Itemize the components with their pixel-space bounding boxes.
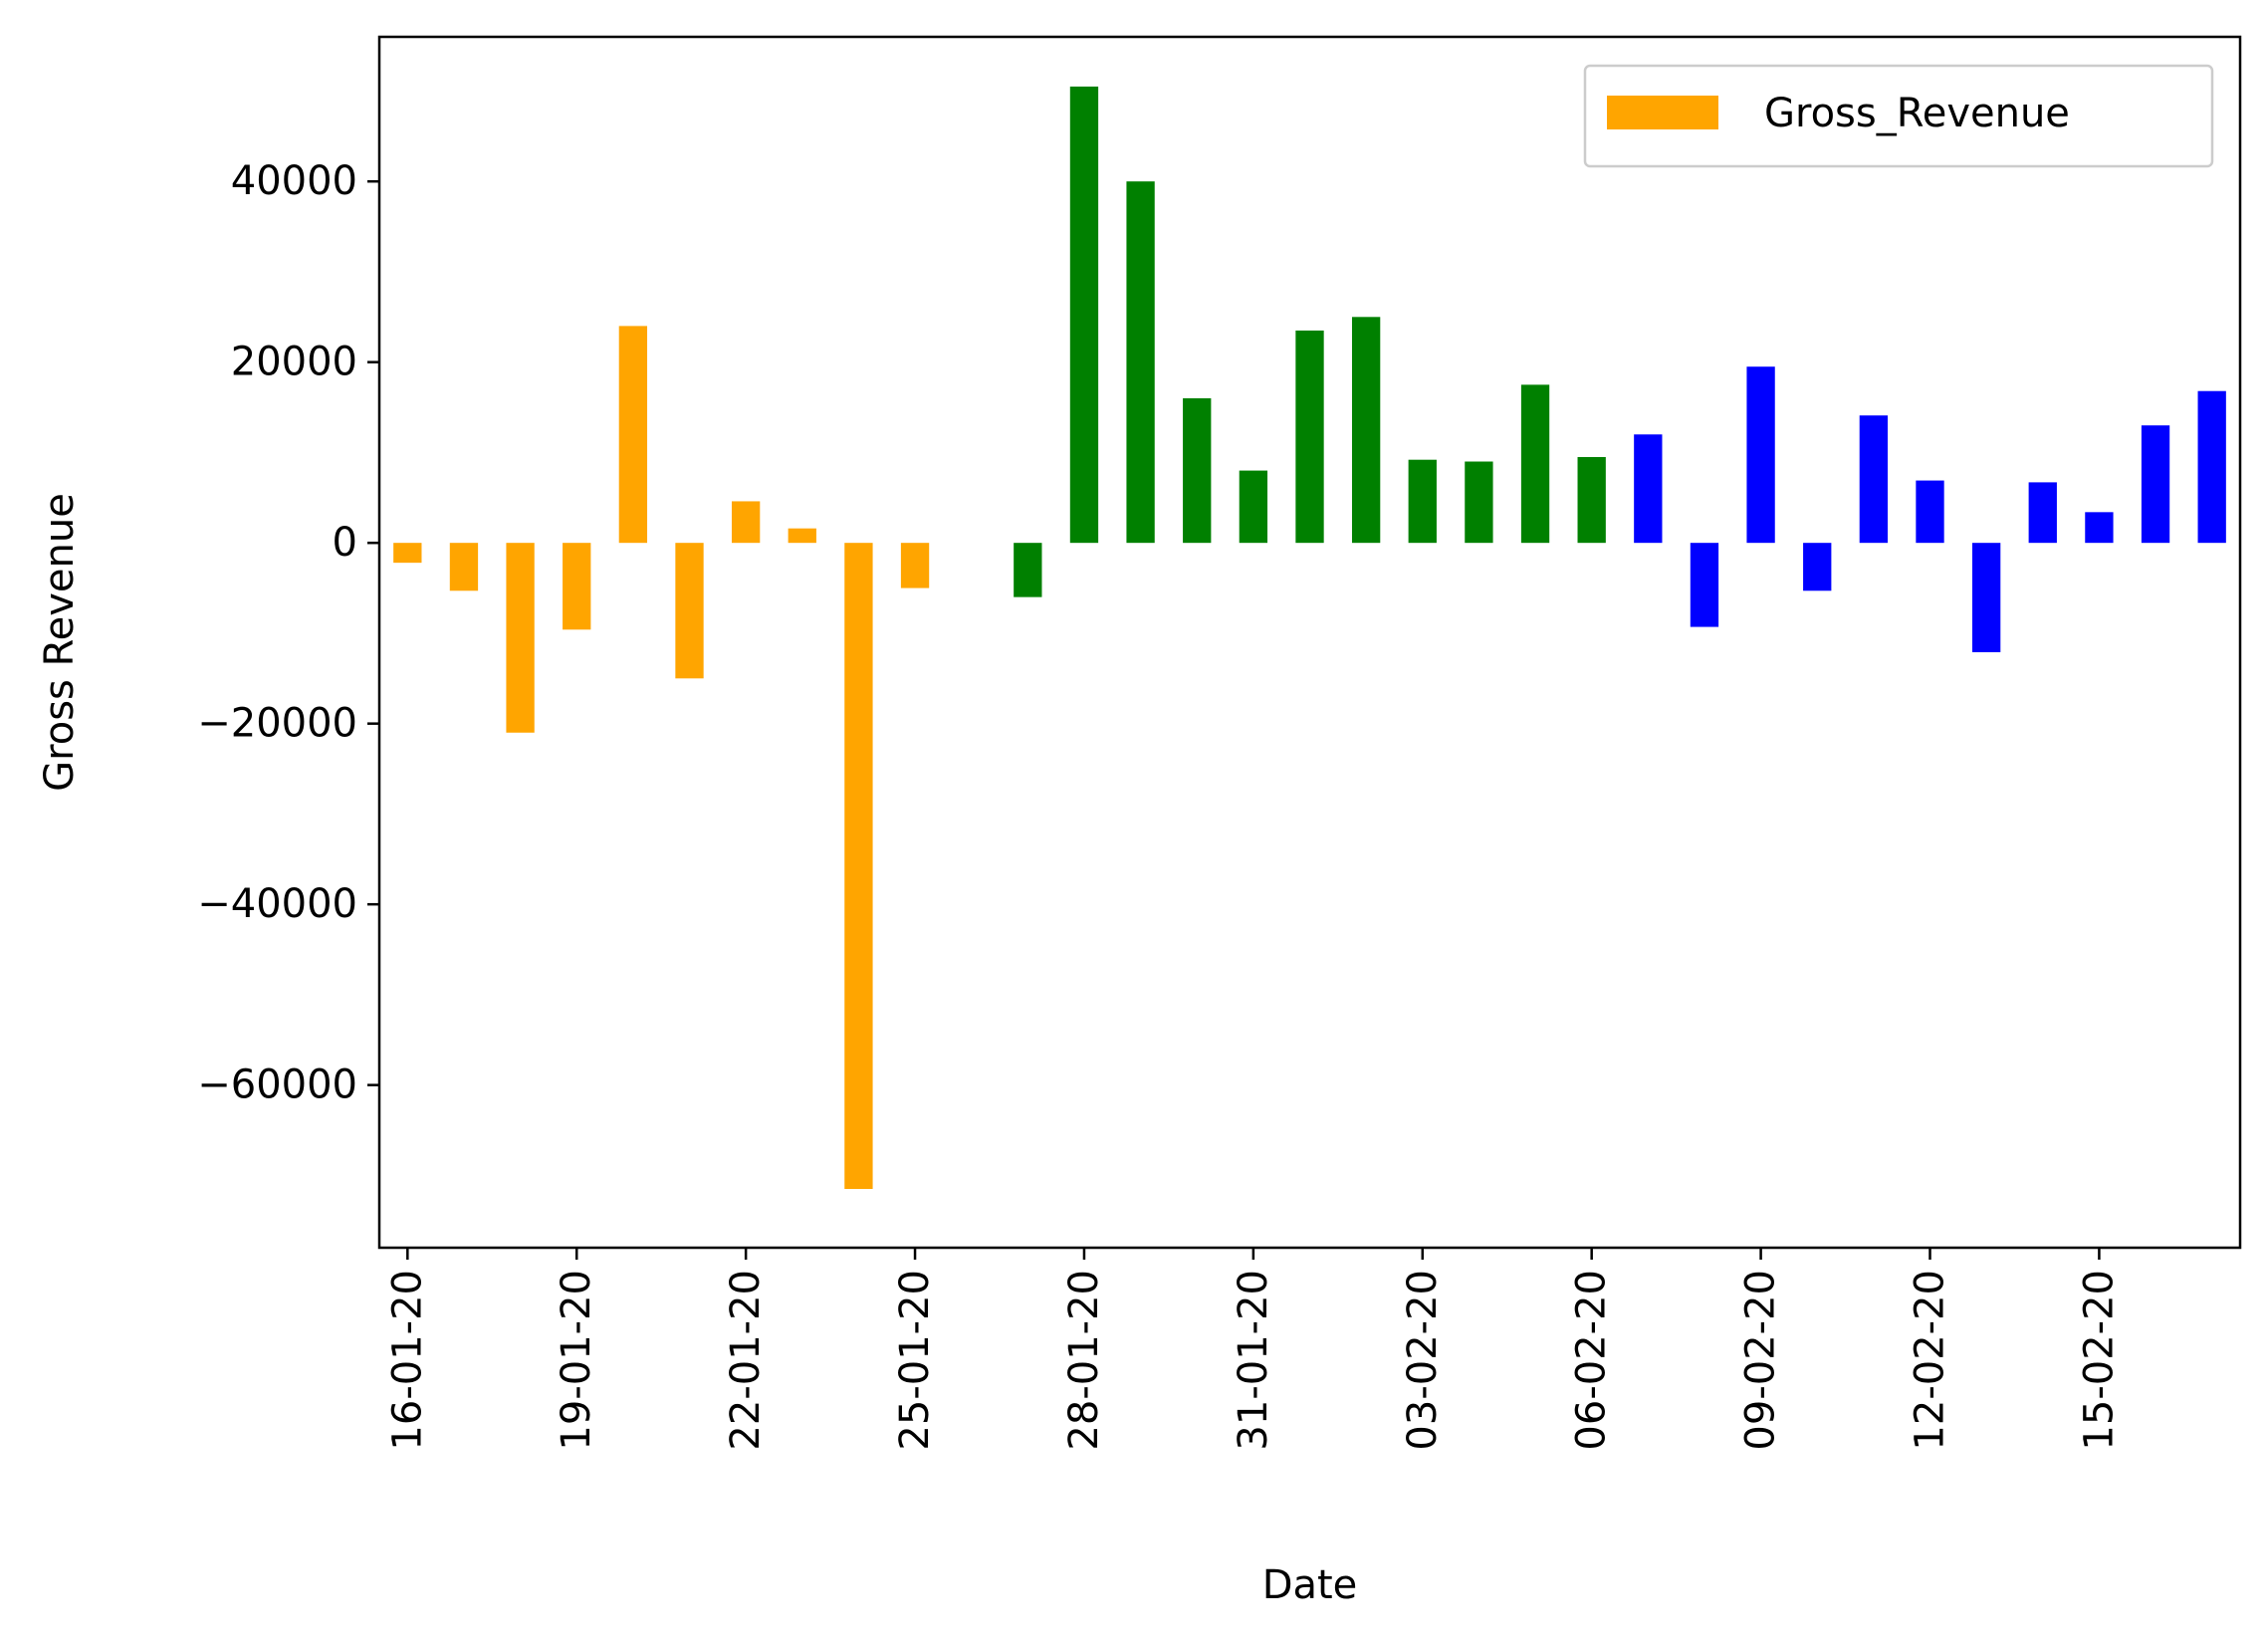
bar-19-01-20 [563,543,591,630]
x-tick-label: 16-01-20 [384,1270,430,1451]
y-tick-label: −40000 [197,881,357,927]
bar-05-02-20 [1520,384,1550,544]
bar-11-02-20 [1859,415,1889,544]
bar-24-01-20 [844,543,873,1190]
plot-frame [377,35,2242,1250]
bar-06-02-20 [1577,456,1606,544]
y-tick-label: 20000 [231,340,357,385]
legend-swatch [1607,96,1718,129]
x-tick-label: 12-02-20 [1908,1270,1953,1451]
bar-18-01-20 [506,543,535,733]
bar-15-02-20 [2085,512,2114,544]
legend-box [1583,64,2214,168]
bar-23-01-20 [788,528,816,544]
y-axis-ticks: −60000 −40000 −20000 0 20000 40000 [197,158,379,1108]
y-tick-label: −20000 [197,701,357,747]
legend-label: Gross_Revenue [1764,91,2070,136]
bar-22-01-20 [731,501,761,544]
bar-01-02-20 [1295,330,1324,544]
x-tick-label: 15-02-20 [2076,1270,2122,1451]
bar-25-01-20 [900,543,930,589]
bar-14-02-20 [2028,482,2057,544]
y-tick-label: −60000 [197,1062,357,1108]
x-tick-label: 28-01-20 [1061,1270,1107,1451]
x-axis-ticks: 16-01-20 19-01-20 22-01-20 25-01-20 28-01-20… [384,1248,2122,1451]
x-tick-label: 06-02-20 [1569,1270,1615,1451]
bar-20-01-20 [618,326,648,544]
bar-17-01-20 [449,543,479,591]
bar-29-01-20 [1126,181,1155,544]
bar-03-02-20 [1408,459,1437,544]
bar-10-02-20 [1803,543,1832,591]
bar-17-02-20 [2197,390,2226,544]
y-tick-label: 0 [333,520,357,566]
x-tick-label: 19-01-20 [554,1270,599,1451]
bar-08-02-20 [1690,543,1719,627]
bar-28-01-20 [1069,86,1099,544]
x-tick-label: 31-01-20 [1231,1270,1276,1451]
bar-04-02-20 [1465,461,1493,544]
bars-group [393,86,2226,1190]
bar-09-02-20 [1746,366,1775,544]
bar-30-01-20 [1183,397,1212,544]
bar-13-02-20 [1971,543,2001,652]
y-tick-label: 40000 [231,158,357,204]
x-tick-label: 09-02-20 [1738,1270,1784,1451]
x-tick-label: 22-01-20 [723,1270,769,1451]
y-axis-label: Gross Revenue [37,493,83,792]
bar-31-01-20 [1239,470,1268,544]
bar-16-01-20 [393,543,422,564]
bar-16-02-20 [2141,425,2170,544]
bar-27-01-20 [1014,543,1042,597]
bar-07-02-20 [1634,434,1663,544]
bar-02-02-20 [1351,317,1381,544]
x-tick-label: 03-02-20 [1400,1270,1446,1451]
x-tick-label: 25-01-20 [892,1270,938,1451]
legend: Gross_Revenue [1583,64,2214,168]
bar-21-01-20 [675,543,704,679]
bar-12-02-20 [1916,480,1944,544]
x-axis-label: Date [1262,1562,1358,1608]
